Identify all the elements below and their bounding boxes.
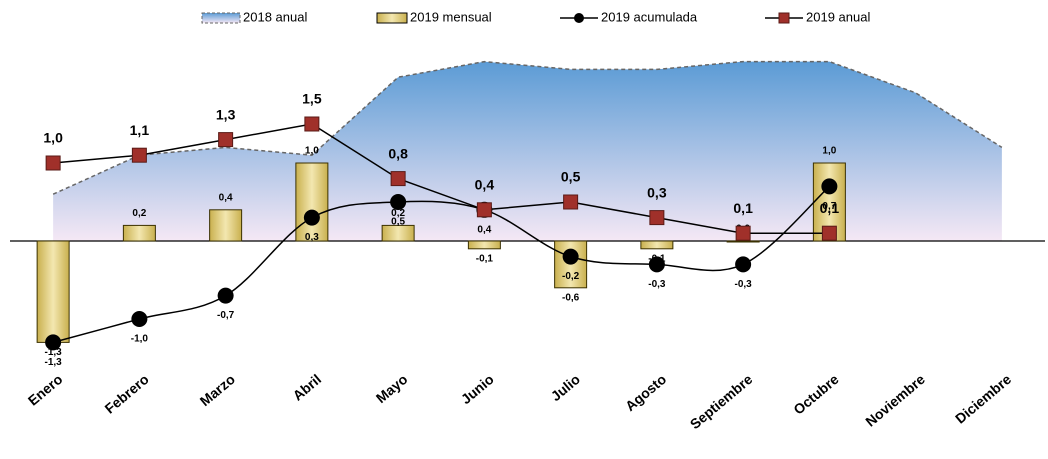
legend-swatch — [376, 12, 408, 24]
bar — [640, 240, 674, 250]
marker — [562, 248, 579, 265]
marker — [563, 194, 579, 210]
line-value-label: -0,2 — [562, 271, 580, 282]
legend-marker — [778, 12, 790, 24]
x-tick-label: Enero — [25, 371, 66, 409]
line-value-label: 0,4 — [475, 177, 495, 193]
line-value-label: 1,3 — [216, 106, 236, 122]
legend-label: 2019 acumulada — [601, 9, 698, 24]
line-value-label: 0,7 — [822, 201, 836, 212]
line-value-label: -1,3 — [45, 357, 63, 368]
marker — [648, 256, 665, 273]
line-value-label: 0,4 — [477, 224, 491, 235]
x-tick-label: Marzo — [197, 371, 238, 409]
marker — [217, 287, 234, 304]
x-tick-label: Abril — [289, 371, 324, 404]
bar-value-label: -0,1 — [476, 253, 494, 264]
line — [52, 185, 830, 344]
marker — [390, 194, 407, 210]
bar — [209, 209, 243, 242]
marker — [821, 178, 838, 195]
line-value-label: -0,3 — [735, 279, 753, 290]
line-value-label: 0,5 — [391, 217, 405, 228]
marker — [390, 171, 406, 187]
x-tick-label: Septiembre — [687, 371, 756, 432]
bar-value-label: -0,6 — [562, 292, 580, 303]
legend-swatch — [201, 12, 241, 24]
bar — [36, 240, 70, 343]
area — [53, 61, 1002, 241]
x-tick-label: Julio — [548, 371, 583, 404]
legend-label: 2018 anual — [243, 9, 307, 24]
line — [53, 123, 830, 234]
bar — [381, 224, 415, 242]
x-tick-label: Mayo — [373, 371, 411, 406]
marker — [821, 225, 837, 241]
legend-label: 2019 anual — [806, 9, 870, 24]
bar-value-label: -1,3 — [45, 347, 63, 358]
bar — [122, 224, 156, 242]
line-value-label: 1,1 — [130, 122, 150, 138]
bar — [467, 240, 501, 250]
marker — [735, 225, 751, 241]
bar — [812, 162, 846, 242]
bar-value-label: 0,4 — [219, 192, 233, 203]
x-tick-label: Febrero — [101, 371, 151, 417]
x-tick-label: Junio — [458, 371, 497, 407]
legend-marker — [574, 13, 584, 23]
line-value-label: 1,0 — [43, 130, 63, 146]
x-tick-label: Noviembre — [862, 371, 928, 430]
line-value-label: 0,8 — [388, 145, 408, 161]
line-value-label: -0,7 — [217, 310, 235, 321]
x-tick-label: Octubre — [790, 371, 842, 418]
marker — [45, 155, 61, 171]
line-value-label: 0,5 — [561, 169, 581, 185]
legend-label: 2019 mensual — [410, 9, 492, 24]
line-value-label: -0,3 — [648, 279, 666, 290]
marker — [303, 209, 320, 226]
bar-value-label: 1,0 — [305, 146, 319, 157]
line-value-label: 1,5 — [302, 91, 322, 107]
x-tick-label: Diciembre — [952, 371, 1014, 427]
marker — [131, 147, 147, 163]
line-value-label: 0,3 — [305, 232, 319, 243]
marker — [304, 116, 320, 132]
marker — [476, 202, 492, 218]
marker — [131, 311, 148, 327]
line-value-label: -1,0 — [131, 334, 149, 345]
line-value-label: 0,1 — [820, 200, 840, 216]
marker — [45, 334, 62, 351]
bar — [726, 240, 760, 243]
line-value-label: 0,3 — [647, 184, 667, 200]
bar-value-label: 0,2 — [391, 208, 405, 219]
bar-value-label: 1,0 — [822, 146, 836, 157]
marker — [735, 256, 752, 273]
bar-value-label: 0,2 — [132, 208, 146, 219]
x-tick-label: Agosto — [622, 371, 669, 414]
line-value-label: 0,1 — [733, 200, 753, 216]
marker — [218, 132, 234, 148]
marker — [649, 210, 665, 226]
bar — [295, 162, 329, 242]
